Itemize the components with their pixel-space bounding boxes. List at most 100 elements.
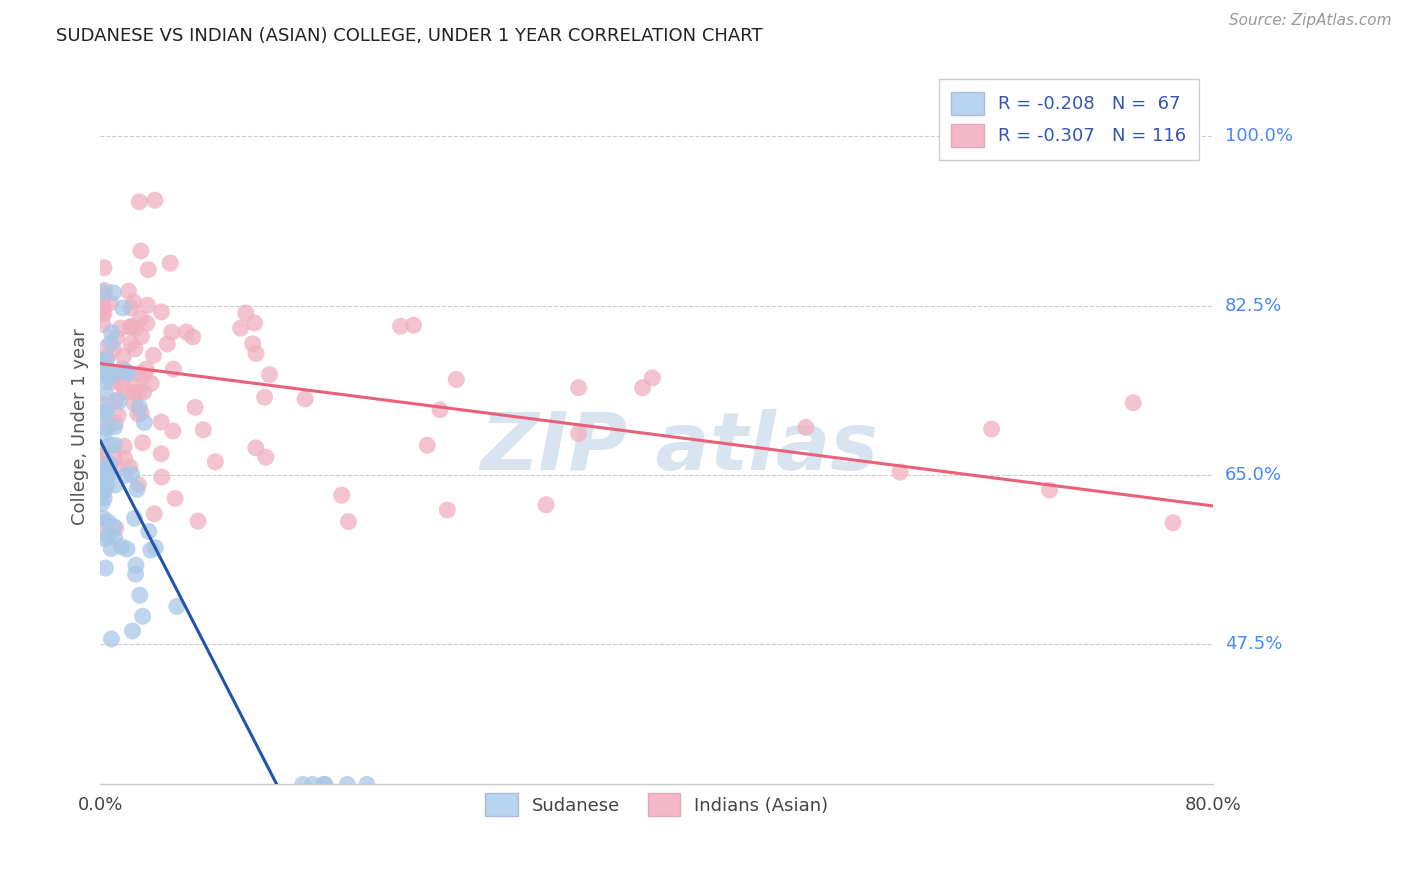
Point (107, 408, 129, 422)
Point (429, 402, 451, 417)
Point (97, 529, 120, 543)
Point (105, 461, 128, 475)
Point (143, 193, 166, 207)
Point (245, 346, 267, 360)
Point (91, 306, 114, 320)
Point (125, 558, 148, 573)
Text: 65.0%: 65.0% (1225, 466, 1282, 483)
Point (121, 624, 143, 638)
Point (91, 511, 114, 525)
Point (115, 542, 138, 557)
Point (436, 503, 458, 517)
Point (1038, 483, 1060, 497)
Point (187, 514, 209, 528)
Point (314, 777, 336, 791)
Point (108, 394, 131, 409)
Point (139, 543, 162, 558)
Legend: Sudanese, Indians (Asian): Sudanese, Indians (Asian) (477, 784, 838, 825)
Point (128, 588, 150, 602)
Point (389, 319, 412, 334)
Point (131, 609, 153, 624)
Point (96, 363, 118, 377)
Point (235, 306, 257, 320)
Point (356, 777, 378, 791)
Y-axis label: College, Under 1 year: College, Under 1 year (72, 328, 89, 524)
Point (90, 285, 112, 299)
Point (90, 442, 112, 456)
Point (131, 329, 153, 343)
Point (631, 381, 654, 395)
Point (120, 301, 142, 315)
Point (100, 295, 122, 310)
Text: 47.5%: 47.5% (1225, 635, 1282, 653)
Point (94, 532, 117, 546)
Point (90, 294, 112, 309)
Point (142, 348, 165, 362)
Point (104, 367, 127, 381)
Point (114, 364, 136, 378)
Point (103, 452, 125, 467)
Point (330, 488, 353, 502)
Point (129, 311, 152, 326)
Point (114, 451, 136, 466)
Point (127, 407, 149, 421)
Point (131, 435, 153, 450)
Point (93, 491, 115, 506)
Point (181, 330, 204, 344)
Point (96, 351, 118, 366)
Point (145, 541, 167, 555)
Point (96, 340, 118, 354)
Text: Source: ZipAtlas.com: Source: ZipAtlas.com (1229, 13, 1392, 29)
Point (120, 319, 142, 334)
Point (111, 362, 134, 376)
Point (101, 375, 124, 389)
Point (159, 256, 181, 270)
Point (889, 465, 911, 479)
Point (118, 460, 141, 475)
Point (100, 541, 122, 556)
Point (336, 777, 359, 791)
Point (114, 468, 136, 483)
Text: 100.0%: 100.0% (1225, 128, 1292, 145)
Point (93, 463, 115, 477)
Point (567, 426, 589, 441)
Point (294, 392, 316, 406)
Point (312, 777, 335, 791)
Point (135, 362, 157, 376)
Point (162, 424, 184, 438)
Point (112, 439, 135, 453)
Point (104, 531, 127, 545)
Point (93, 284, 115, 298)
Point (104, 521, 127, 535)
Point (94, 412, 117, 426)
Point (94, 388, 117, 402)
Point (107, 371, 129, 385)
Point (122, 396, 145, 410)
Point (291, 777, 314, 791)
Point (129, 406, 152, 420)
Point (90, 452, 112, 467)
Point (111, 301, 134, 315)
Point (117, 284, 139, 298)
Point (114, 384, 136, 399)
Text: SUDANESE VS INDIAN (ASIAN) COLLEGE, UNDER 1 YEAR CORRELATION CHART: SUDANESE VS INDIAN (ASIAN) COLLEGE, UNDE… (56, 27, 763, 45)
Point (105, 330, 128, 344)
Point (124, 511, 146, 525)
Point (91, 318, 114, 332)
Text: 82.5%: 82.5% (1225, 296, 1282, 315)
Point (93, 406, 115, 420)
Point (128, 384, 150, 399)
Point (96, 403, 118, 417)
Point (90, 300, 112, 314)
Point (97, 467, 120, 482)
Point (150, 447, 173, 461)
Point (980, 422, 1002, 436)
Point (96, 368, 118, 383)
Point (93, 426, 115, 441)
Point (93, 404, 115, 418)
Point (242, 336, 264, 351)
Point (337, 515, 360, 529)
Point (204, 455, 226, 469)
Point (111, 378, 134, 392)
Point (117, 366, 139, 380)
